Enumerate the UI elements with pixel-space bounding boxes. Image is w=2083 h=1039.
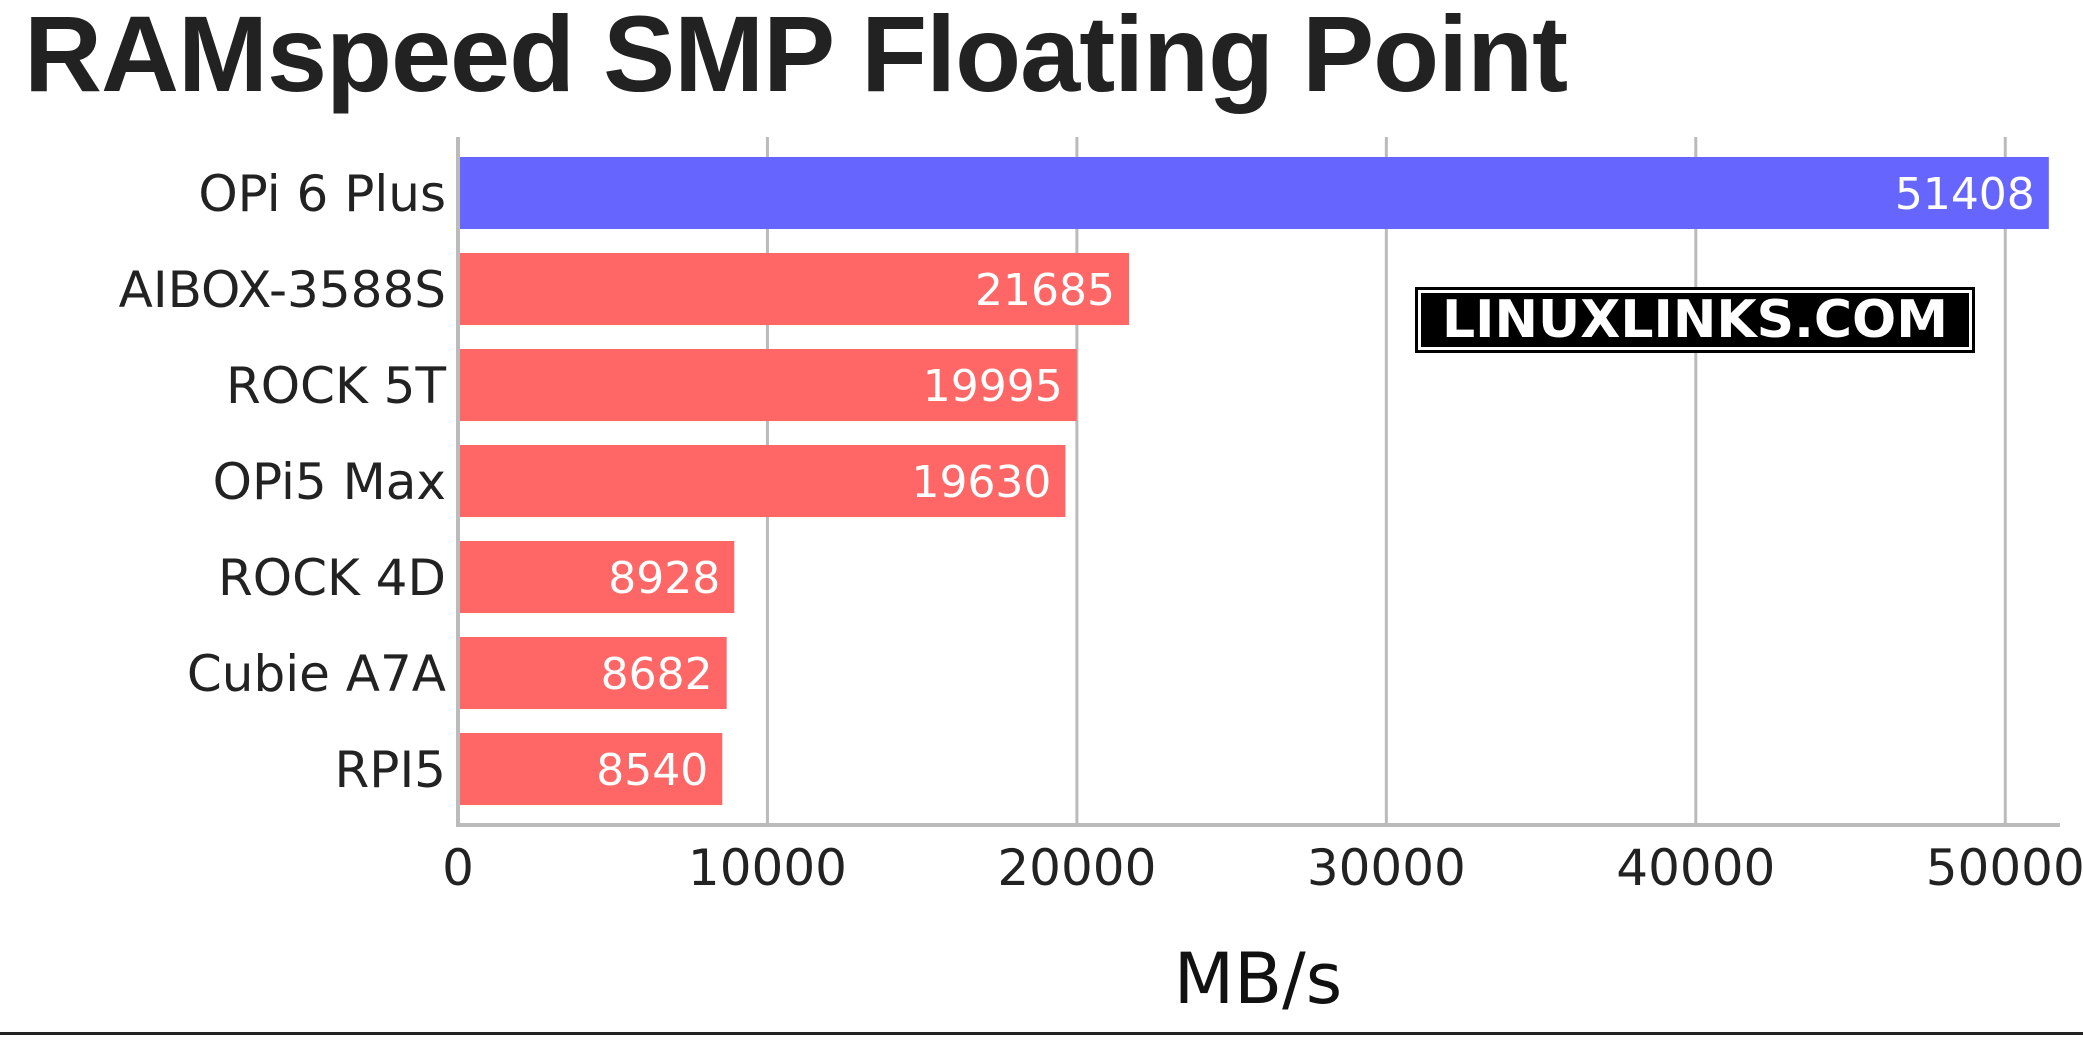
axes	[456, 137, 2060, 827]
grid-lines	[765, 137, 2007, 825]
x-tick-label: 40000	[1616, 839, 1775, 897]
bar	[458, 349, 1077, 421]
bar	[458, 445, 1066, 517]
value-label: 51408	[1895, 169, 2035, 220]
watermark-logo: LINUXLINKS.COM	[1418, 290, 1972, 350]
bottom-divider	[0, 1032, 2083, 1035]
value-label: 8540	[596, 745, 708, 796]
x-axis-title: MB/s	[1174, 938, 1342, 1020]
value-label: 21685	[975, 265, 1115, 316]
category-label: AIBOX-3588S	[119, 261, 446, 319]
value-label: 8928	[608, 553, 720, 604]
x-tick-label: 20000	[997, 839, 1156, 897]
bar	[458, 541, 735, 613]
category-label: OPi5 Max	[213, 453, 446, 511]
bar	[458, 733, 723, 805]
category-label: ROCK 4D	[218, 549, 446, 607]
category-label: Cubie A7A	[187, 645, 446, 703]
bars	[458, 157, 2049, 805]
value-label: 8682	[601, 649, 713, 700]
bar	[458, 637, 727, 709]
category-label: OPi 6 Plus	[198, 165, 446, 223]
x-tick-label: 50000	[1926, 839, 2083, 897]
value-label: 19995	[923, 361, 1063, 412]
x-tick-label: 30000	[1307, 839, 1466, 897]
labels: 0 10000 20000 30000 40000 50000 OPi 6 Plus 5140…	[119, 165, 2083, 897]
bar	[458, 157, 2049, 229]
x-tick-label: 10000	[688, 839, 847, 897]
value-label: 19630	[911, 457, 1051, 508]
category-label: ROCK 5T	[226, 357, 447, 415]
bar	[458, 253, 1130, 325]
x-tick-label: 0	[442, 839, 474, 897]
chart-title: RAMspeed SMP Floating Point	[24, 0, 1568, 114]
category-label: RPI5	[335, 741, 446, 799]
